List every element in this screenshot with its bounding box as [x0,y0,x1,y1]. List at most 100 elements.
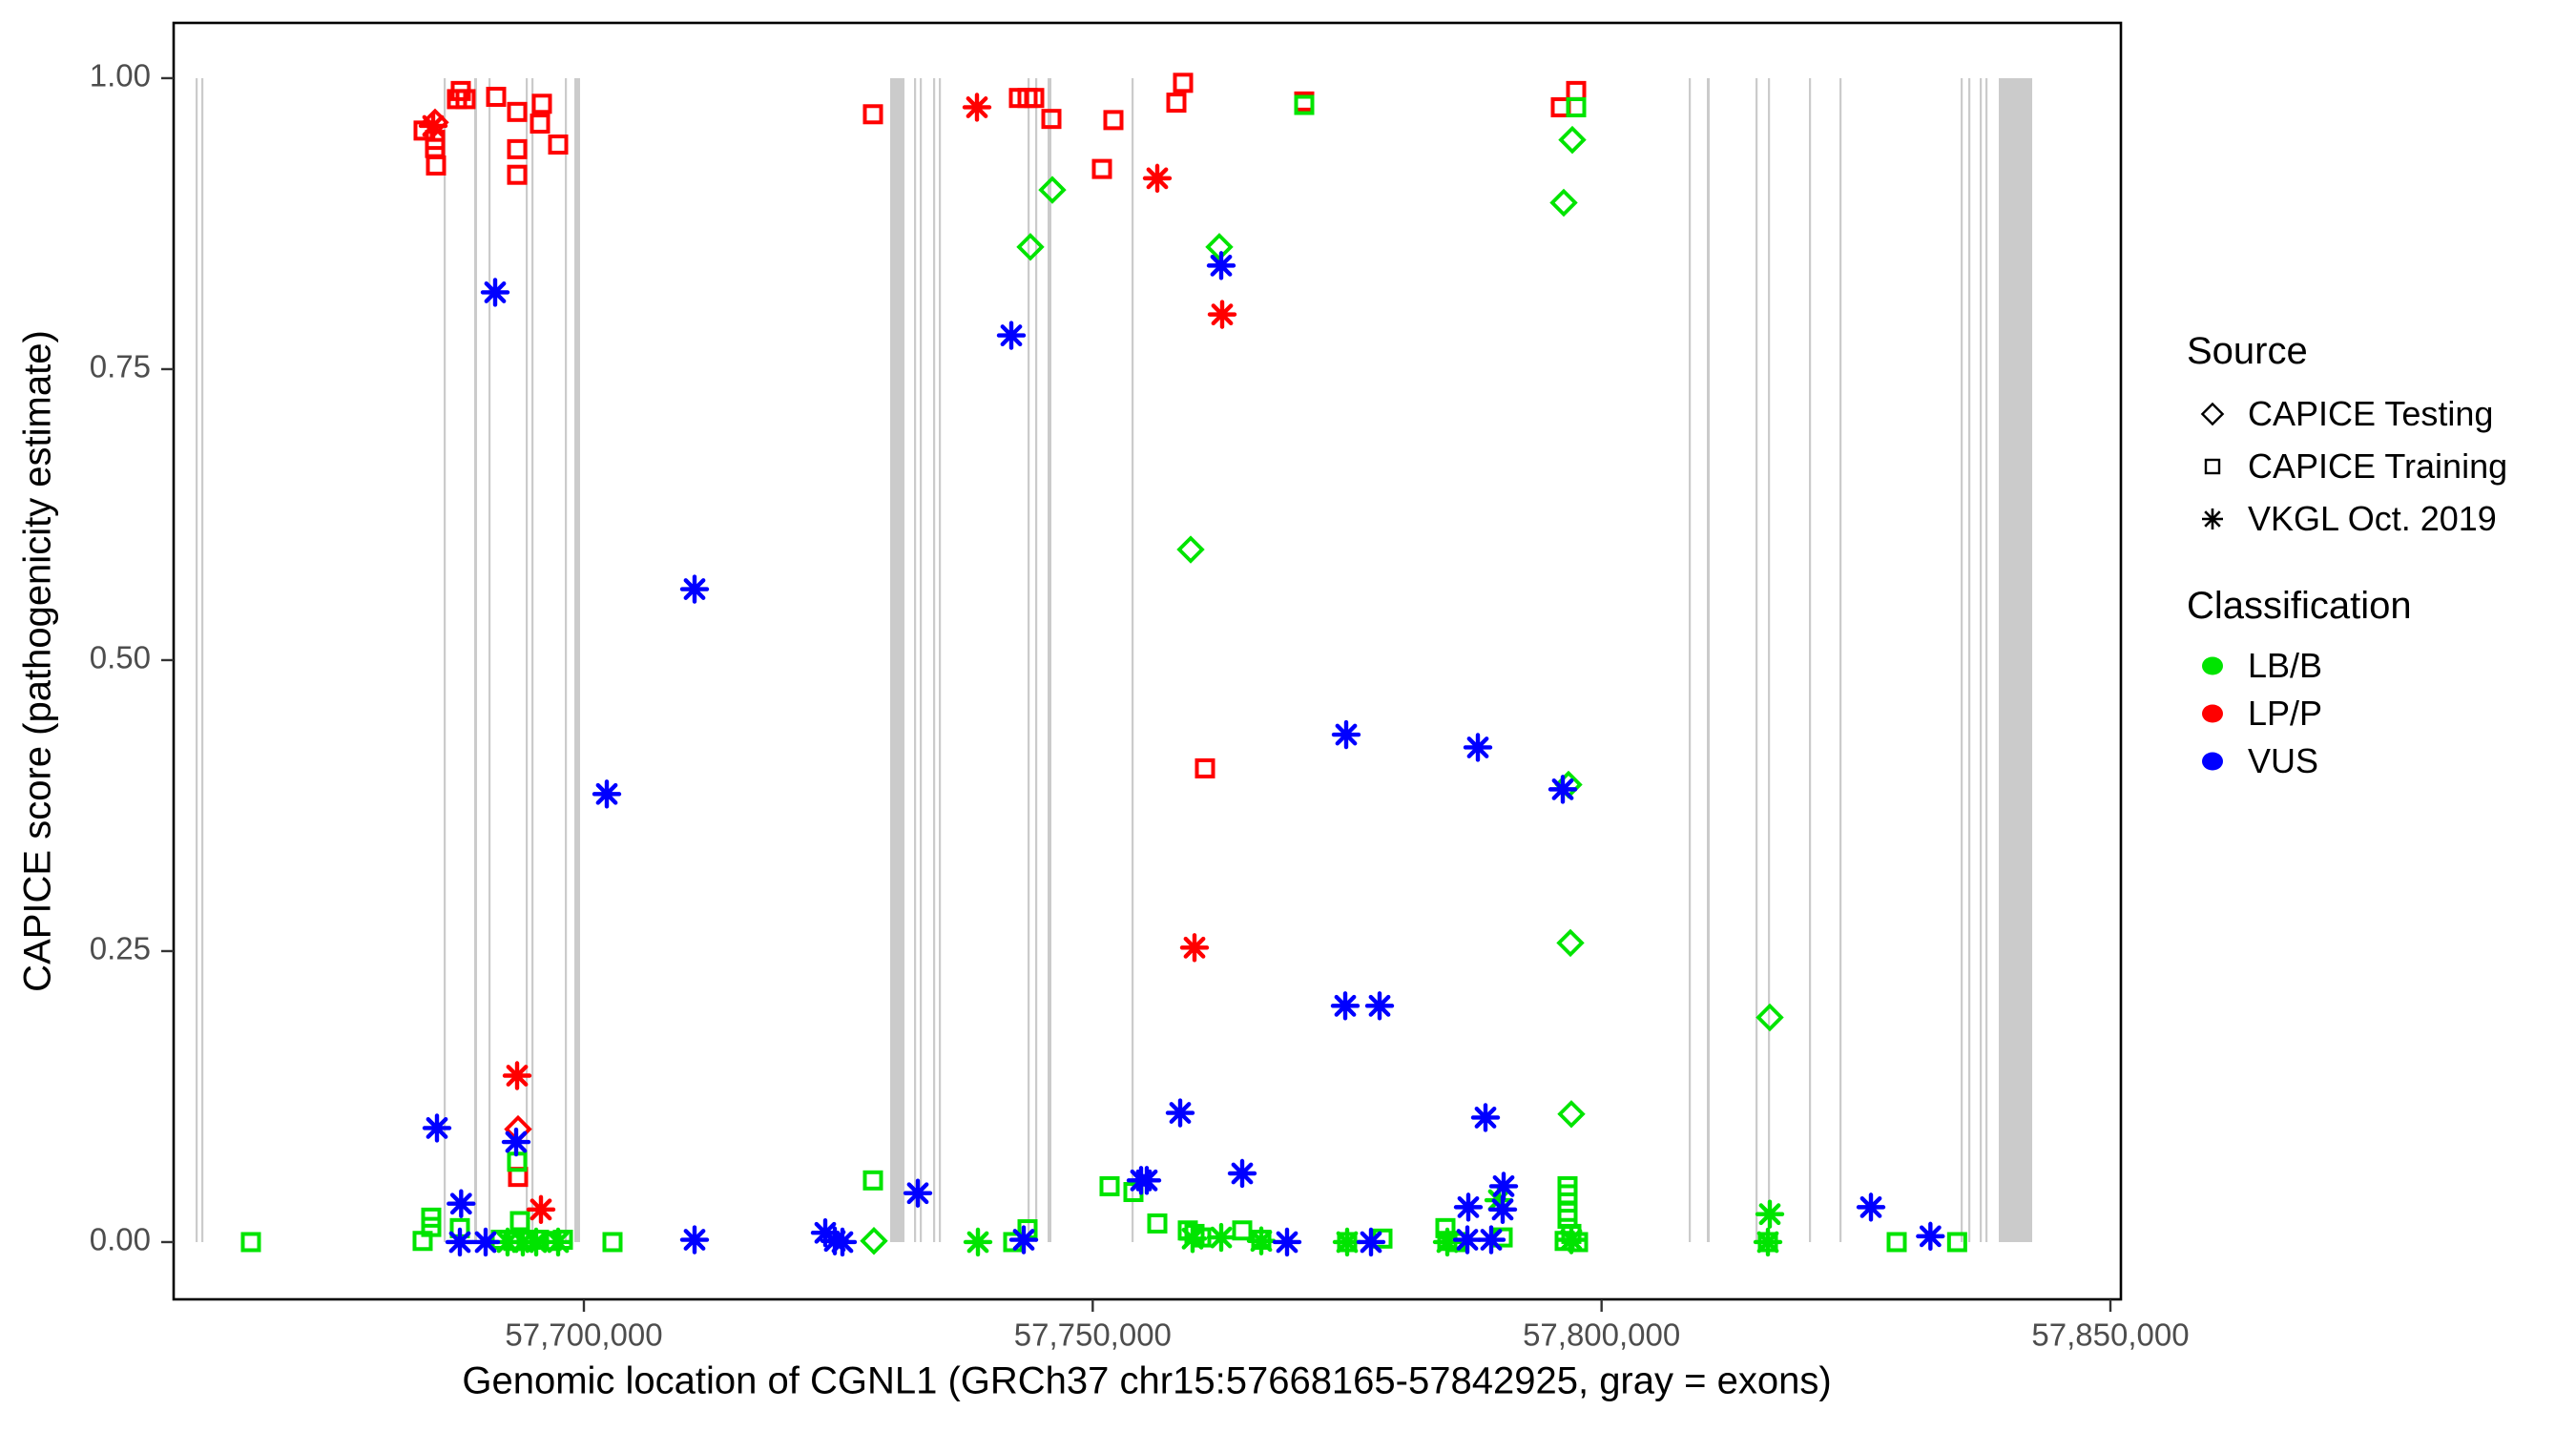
data-point-asterisk-VUS [1364,991,1395,1021]
data-point-asterisk-LBB [543,1227,573,1257]
data-point-asterisk-LPP [502,1061,532,1090]
data-point-asterisk-VUS [592,779,622,809]
square-icon [2187,450,2238,483]
exon-band [443,77,447,1242]
data-point-square-LBB [240,1232,261,1253]
legend-item-vkgl: VKGL Oct. 2019 [2187,492,2507,545]
data-point-square-LPP [507,138,528,159]
exon-band [530,77,534,1242]
data-point-asterisk-VUS [470,1227,501,1257]
data-point-asterisk-VUS [1331,719,1361,750]
data-point-asterisk-VUS [1548,775,1578,804]
data-point-square-LPP [426,155,447,176]
data-point-asterisk-VUS [1452,1225,1483,1255]
data-point-square-LPP [862,104,883,125]
data-point-diamond-LBB [1549,188,1578,218]
diamond-icon [2187,398,2238,430]
data-point-square-LBB [1886,1232,1907,1253]
exon-band [1768,77,1771,1242]
legend-label: LP/P [2248,694,2323,733]
data-point-diamond-LBB [1038,176,1067,204]
data-point-asterisk-LBB [521,1227,551,1257]
exon-band [488,77,491,1242]
data-point-asterisk-LBB [1556,1225,1587,1255]
exon-band [919,77,923,1242]
data-point-square-LBB [509,1211,530,1232]
data-point-asterisk-LBB [1753,1227,1783,1257]
data-point-asterisk-VUS [480,278,510,307]
legend-classification-title: Classification [2187,585,2412,627]
data-point-square-LPP [486,86,507,107]
data-point-diamond-LBB [1205,233,1234,261]
y-axis-title: CAPICE score (pathogenicity estimate) [16,330,59,992]
exon-band [1839,77,1842,1242]
exon-band [1707,77,1711,1242]
data-point-asterisk-LBB [1177,1224,1208,1254]
dot-icon [2187,697,2238,730]
data-point-square-LPP [1195,757,1215,778]
data-point-asterisk-VUS [1916,1221,1945,1252]
exon-band [525,77,529,1242]
legend-source-title: Source [2187,330,2308,372]
data-point-asterisk-LBB [963,1227,993,1257]
legend-gap [2187,545,2507,585]
exon-band [1809,77,1812,1242]
data-point-asterisk-LPP [962,93,992,122]
exon-band [1755,77,1758,1242]
legend-label: CAPICE Training [2248,446,2508,486]
data-point-square-LPP [531,93,552,114]
y-tick-label: 0.00 [90,1222,151,1257]
legend-classification: Classification LB/B LP/P [2187,585,2507,785]
data-point-square-LBB [1946,1232,1967,1253]
exon-band [195,77,198,1242]
data-point-asterisk-VUS [422,1113,452,1143]
exon-band [914,77,917,1242]
exon-band [1028,77,1030,1242]
legend-item-vus: VUS [2187,737,2507,785]
data-point-asterisk-VUS [1227,1158,1257,1189]
y-tick-label: 0.25 [90,931,151,966]
exon-band [574,77,580,1242]
asterisk-icon [2187,503,2238,535]
y-tick-label: 0.75 [90,349,151,384]
exon-band [473,77,477,1242]
exon-band [890,77,904,1242]
data-point-asterisk-VUS [1206,251,1236,280]
exon-band [1132,77,1134,1242]
data-point-square-LPP [1166,93,1187,114]
data-point-asterisk-VUS [1330,991,1361,1021]
data-point-diamond-LBB [1016,233,1045,261]
y-tick-label: 1.00 [90,58,151,93]
legend-label: LB/B [2248,646,2323,685]
exon-band [564,77,568,1242]
data-point-square-LPP [548,134,569,155]
data-point-asterisk-VUS [1463,733,1493,762]
data-point-asterisk-VUS [1356,1227,1386,1257]
exon-band [1048,77,1052,1242]
data-point-asterisk-VUS [1453,1192,1484,1222]
data-point-diamond-LBB [1557,1100,1586,1129]
x-tick-label: 57,750,000 [1014,1317,1172,1353]
data-point-asterisk-VUS [903,1178,933,1208]
data-point-square-LPP [1024,88,1045,109]
data-point-asterisk-VUS [1470,1103,1501,1132]
legend-item-capice-training: CAPICE Training [2187,440,2507,492]
legend-label: CAPICE Testing [2248,393,2494,433]
data-point-asterisk-VUS [827,1227,858,1257]
data-point-asterisk-LPP [1142,163,1173,194]
data-point-asterisk-LBB [1432,1227,1463,1257]
x-tick-label: 57,800,000 [1523,1317,1680,1353]
x-axis-title: Genomic location of CGNL1 (GRCh37 chr15:… [462,1359,1832,1402]
data-point-asterisk-VUS [501,1127,531,1157]
data-point-asterisk-LPP [1207,300,1237,329]
data-point-asterisk-LBB [1484,1185,1514,1215]
data-point-asterisk-VUS [447,1189,476,1218]
data-point-asterisk-VUS [1008,1225,1039,1255]
exon-band [1960,77,1963,1242]
data-point-asterisk-VUS [679,1225,710,1255]
exon-band [200,77,204,1242]
exon-band [1979,77,1983,1242]
data-point-asterisk-LPP [1179,933,1210,963]
